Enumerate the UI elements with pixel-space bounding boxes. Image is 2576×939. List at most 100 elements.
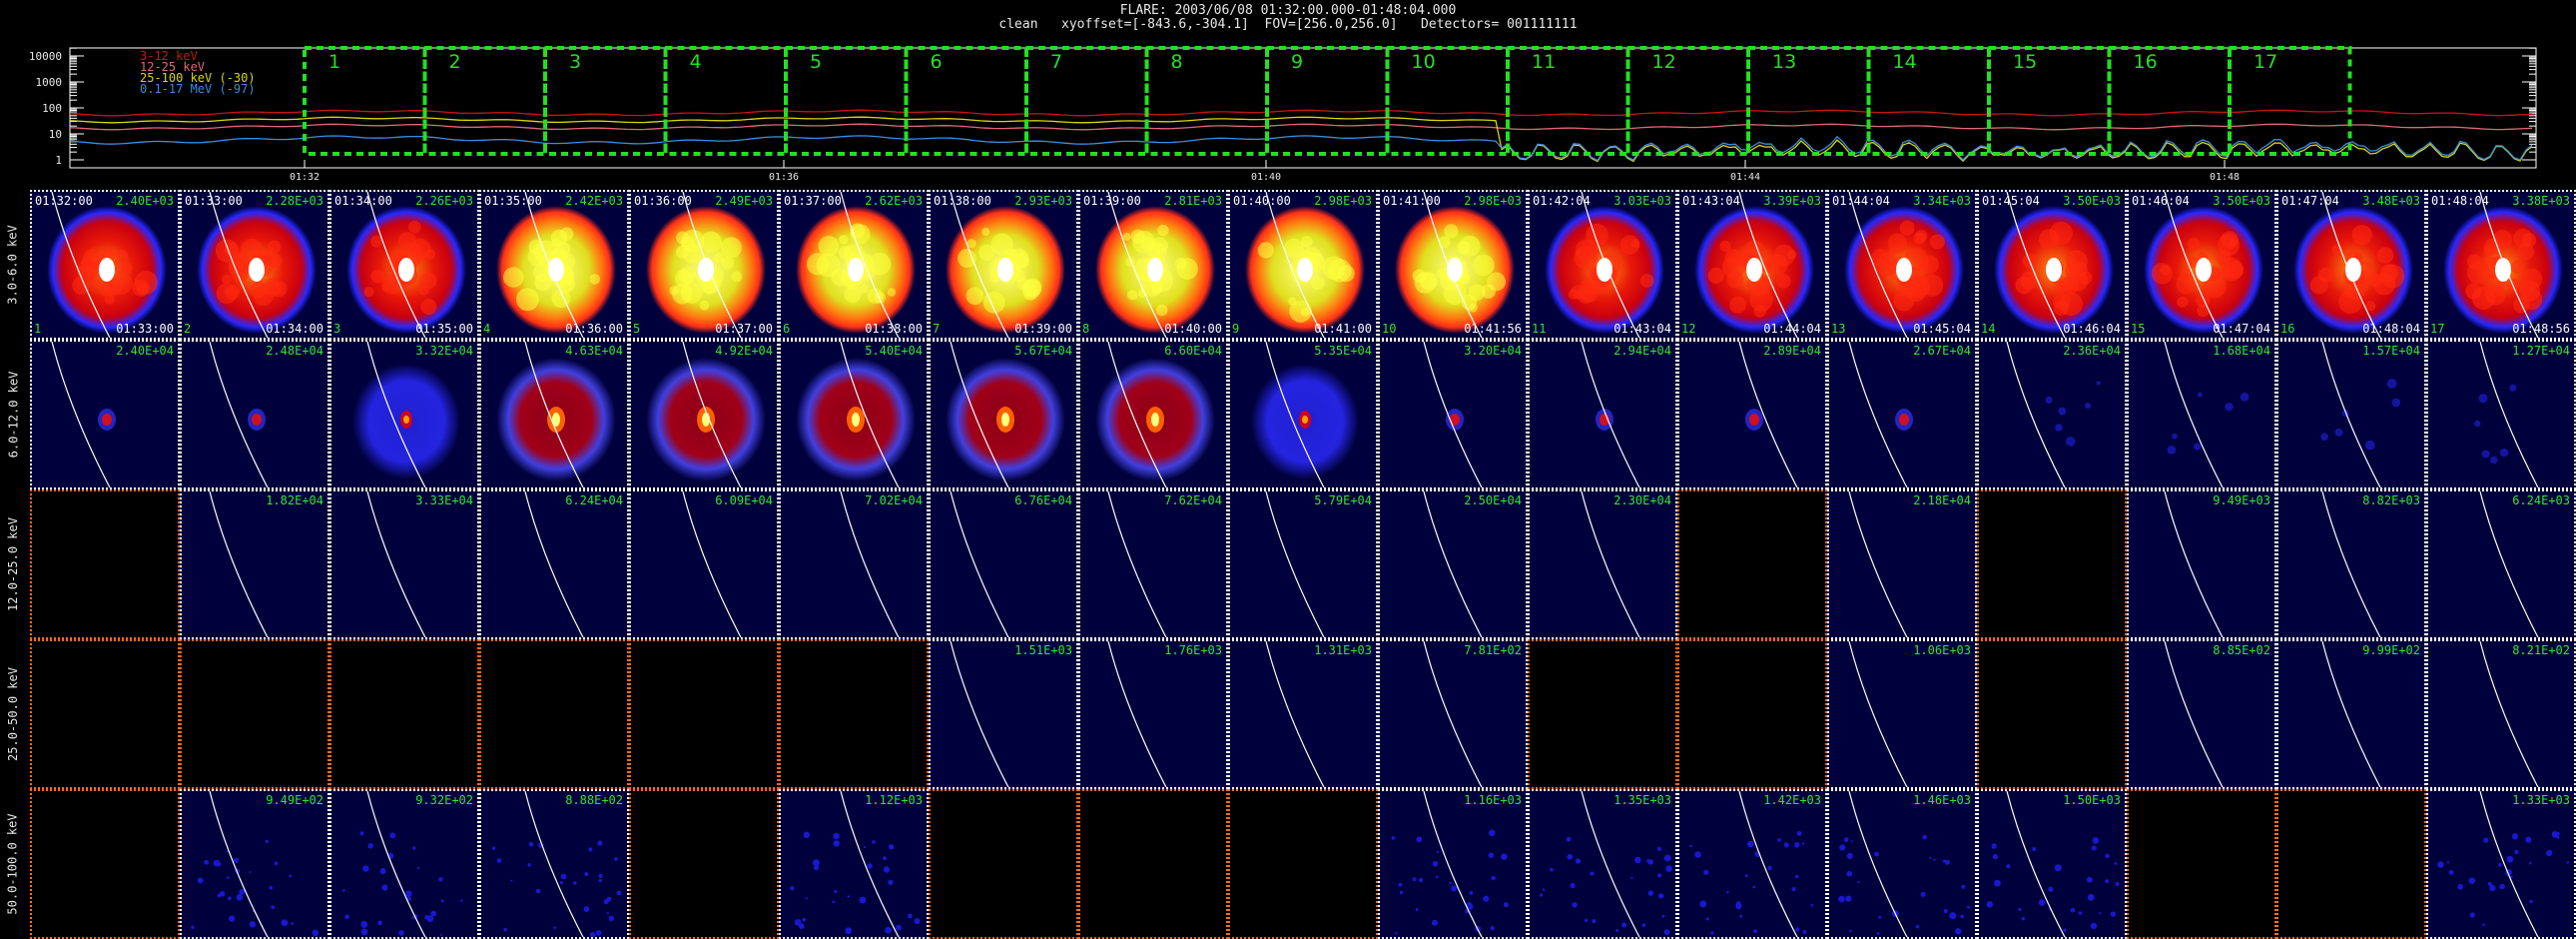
image-cell-row1-col14[interactable]: 01:45:04 01:46:04 14 3.50E+03 bbox=[1977, 190, 2127, 340]
image-cell-row2-col9[interactable]: 5.35E+04 bbox=[1228, 340, 1378, 489]
image-cell-row2-col12[interactable]: 2.89E+04 bbox=[1677, 340, 1827, 489]
image-cell-row4-col12[interactable] bbox=[1677, 639, 1827, 789]
solar-limb bbox=[682, 192, 742, 338]
image-cell-row3-col12[interactable] bbox=[1677, 489, 1827, 639]
time-interval-box[interactable] bbox=[663, 46, 788, 156]
image-cell-row4-col16[interactable]: 9.99E+02 bbox=[2276, 639, 2426, 789]
image-cell-row1-col2[interactable]: 01:33:00 01:34:00 2 2.28E+03 bbox=[180, 190, 329, 340]
image-cell-row4-col5[interactable] bbox=[629, 639, 779, 789]
time-interval-box[interactable] bbox=[1024, 46, 1149, 156]
time-interval-box[interactable] bbox=[1506, 46, 1630, 156]
time-interval-box[interactable] bbox=[543, 46, 668, 156]
image-cell-row2-col5[interactable]: 4.92E+04 bbox=[629, 340, 779, 489]
image-cell-row4-col7[interactable]: 1.51E+03 bbox=[929, 639, 1078, 789]
image-cell-row5-col8[interactable] bbox=[1078, 789, 1228, 939]
image-cell-row3-col10[interactable]: 2.50E+04 bbox=[1378, 489, 1528, 639]
image-cell-row1-col1[interactable]: 01:32:00 01:33:00 1 2.40E+03 bbox=[30, 190, 180, 340]
image-cell-row1-col10[interactable]: 01:41:00 01:41:56 10 2.98E+03 bbox=[1378, 190, 1528, 340]
image-cell-row4-col3[interactable] bbox=[329, 639, 479, 789]
image-cell-row1-col11[interactable]: 01:42:04 01:43:04 11 3.03E+03 bbox=[1528, 190, 1677, 340]
time-interval-box[interactable] bbox=[1144, 46, 1269, 156]
image-cell-row4-col17[interactable]: 8.21E+02 bbox=[2426, 639, 2576, 789]
image-cell-row3-col15[interactable]: 9.49E+03 bbox=[2127, 489, 2276, 639]
image-cell-row1-col4[interactable]: 01:35:00 01:36:00 4 2.42E+03 bbox=[479, 190, 629, 340]
image-cell-row5-col11[interactable]: 1.35E+03 bbox=[1528, 789, 1677, 939]
time-interval-box[interactable] bbox=[2107, 46, 2232, 156]
image-cell-row4-col4[interactable] bbox=[479, 639, 629, 789]
image-cell-row1-col6[interactable]: 01:37:00 01:38:00 6 2.62E+03 bbox=[779, 190, 929, 340]
image-cell-row2-col6[interactable]: 5.40E+04 bbox=[779, 340, 929, 489]
image-cell-row2-col11[interactable]: 2.94E+04 bbox=[1528, 340, 1677, 489]
image-cell-row5-col5[interactable] bbox=[629, 789, 779, 939]
image-cell-row5-col1[interactable] bbox=[30, 789, 180, 939]
image-cell-row5-col10[interactable]: 1.16E+03 bbox=[1378, 789, 1528, 939]
image-cell-row1-col12[interactable]: 01:43:04 01:44:04 12 3.39E+03 bbox=[1677, 190, 1827, 340]
time-interval-box[interactable] bbox=[2228, 46, 2352, 156]
image-cell-row4-col15[interactable]: 8.85E+02 bbox=[2127, 639, 2276, 789]
image-cell-row2-col17[interactable]: 1.27E+04 bbox=[2426, 340, 2576, 489]
time-interval-box[interactable] bbox=[1265, 46, 1390, 156]
image-cell-row5-col16[interactable] bbox=[2276, 789, 2426, 939]
image-cell-row4-col9[interactable]: 1.31E+03 bbox=[1228, 639, 1378, 789]
image-cell-row2-col13[interactable]: 2.67E+04 bbox=[1827, 340, 1977, 489]
image-cell-row4-col13[interactable]: 1.06E+03 bbox=[1827, 639, 1977, 789]
image-cell-row1-col16[interactable]: 01:47:04 01:48:04 16 3.48E+03 bbox=[2276, 190, 2426, 340]
image-cell-row4-col11[interactable] bbox=[1528, 639, 1677, 789]
image-cell-row3-col9[interactable]: 5.79E+04 bbox=[1228, 489, 1378, 639]
image-cell-row1-col5[interactable]: 01:36:00 01:37:00 5 2.49E+03 bbox=[629, 190, 779, 340]
image-cell-row5-col6[interactable]: 1.12E+03 bbox=[779, 789, 929, 939]
time-interval-box[interactable] bbox=[904, 46, 1028, 156]
image-cell-row5-col2[interactable]: 9.49E+02 bbox=[180, 789, 329, 939]
image-cell-row1-col3[interactable]: 01:34:00 01:35:00 3 2.26E+03 bbox=[329, 190, 479, 340]
image-cell-row3-col17[interactable]: 6.24E+03 bbox=[2426, 489, 2576, 639]
image-cell-row2-col1[interactable]: 2.40E+04 bbox=[30, 340, 180, 489]
image-cell-row3-col14[interactable] bbox=[1977, 489, 2127, 639]
image-cell-row4-col8[interactable]: 1.76E+03 bbox=[1078, 639, 1228, 789]
image-cell-row4-col1[interactable] bbox=[30, 639, 180, 789]
time-interval-box[interactable] bbox=[1866, 46, 1991, 156]
image-cell-row3-col6[interactable]: 7.02E+04 bbox=[779, 489, 929, 639]
image-cell-row1-col15[interactable]: 01:46:04 01:47:04 15 3.50E+03 bbox=[2127, 190, 2276, 340]
image-cell-row2-col15[interactable]: 1.68E+04 bbox=[2127, 340, 2276, 489]
time-interval-box[interactable] bbox=[1746, 46, 1871, 156]
image-cell-row3-col1[interactable] bbox=[30, 489, 180, 639]
image-cell-row3-col7[interactable]: 6.76E+04 bbox=[929, 489, 1078, 639]
image-cell-row4-col10[interactable]: 7.81E+02 bbox=[1378, 639, 1528, 789]
time-interval-box[interactable] bbox=[1625, 46, 1750, 156]
image-cell-row2-col8[interactable]: 6.60E+04 bbox=[1078, 340, 1228, 489]
image-max-value: 1.33E+03 bbox=[2512, 793, 2570, 807]
image-cell-row3-col2[interactable]: 1.82E+04 bbox=[180, 489, 329, 639]
image-cell-row3-col13[interactable]: 2.18E+04 bbox=[1827, 489, 1977, 639]
image-cell-row2-col4[interactable]: 4.63E+04 bbox=[479, 340, 629, 489]
image-cell-row2-col3[interactable]: 3.32E+04 bbox=[329, 340, 479, 489]
image-cell-row1-col8[interactable]: 01:39:00 01:40:00 8 2.81E+03 bbox=[1078, 190, 1228, 340]
image-cell-row4-col6[interactable] bbox=[779, 639, 929, 789]
image-cell-row2-col14[interactable]: 2.36E+04 bbox=[1977, 340, 2127, 489]
image-cell-row5-col15[interactable] bbox=[2127, 789, 2276, 939]
image-cell-row3-col4[interactable]: 6.24E+04 bbox=[479, 489, 629, 639]
image-cell-row5-col14[interactable]: 1.50E+03 bbox=[1977, 789, 2127, 939]
image-cell-row4-col14[interactable] bbox=[1977, 639, 2127, 789]
image-cell-row1-col7[interactable]: 01:38:00 01:39:00 7 2.93E+03 bbox=[929, 190, 1078, 340]
image-cell-row4-col2[interactable] bbox=[180, 639, 329, 789]
image-cell-row2-col16[interactable]: 1.57E+04 bbox=[2276, 340, 2426, 489]
image-cell-row3-col8[interactable]: 7.62E+04 bbox=[1078, 489, 1228, 639]
image-cell-row5-col4[interactable]: 8.88E+02 bbox=[479, 789, 629, 939]
image-cell-row5-col9[interactable] bbox=[1228, 789, 1378, 939]
image-cell-row3-col5[interactable]: 6.09E+04 bbox=[629, 489, 779, 639]
image-cell-row1-col17[interactable]: 01:48:04 01:48:56 17 3.38E+03 bbox=[2426, 190, 2576, 340]
image-cell-row2-col10[interactable]: 3.20E+04 bbox=[1378, 340, 1528, 489]
image-cell-row5-col17[interactable]: 1.33E+03 bbox=[2426, 789, 2576, 939]
image-cell-row5-col12[interactable]: 1.42E+03 bbox=[1677, 789, 1827, 939]
time-interval-box[interactable] bbox=[1987, 46, 2112, 156]
image-cell-row5-col3[interactable]: 9.32E+02 bbox=[329, 789, 479, 939]
image-cell-row2-col2[interactable]: 2.48E+04 bbox=[180, 340, 329, 489]
image-cell-row5-col7[interactable] bbox=[929, 789, 1078, 939]
image-cell-row1-col9[interactable]: 01:40:00 01:41:00 9 2.98E+03 bbox=[1228, 190, 1378, 340]
image-cell-row3-col3[interactable]: 3.33E+04 bbox=[329, 489, 479, 639]
image-cell-row1-col13[interactable]: 01:44:04 01:45:04 13 3.34E+03 bbox=[1827, 190, 1977, 340]
image-cell-row5-col13[interactable]: 1.46E+03 bbox=[1827, 789, 1977, 939]
image-cell-row3-col16[interactable]: 8.82E+03 bbox=[2276, 489, 2426, 639]
image-cell-row3-col11[interactable]: 2.30E+04 bbox=[1528, 489, 1677, 639]
image-cell-row2-col7[interactable]: 5.67E+04 bbox=[929, 340, 1078, 489]
